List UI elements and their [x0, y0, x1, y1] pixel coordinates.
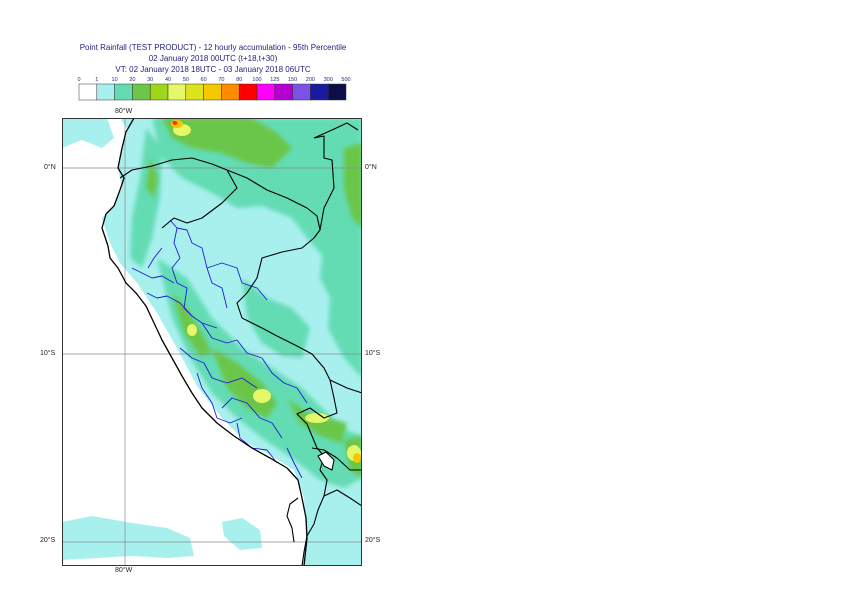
extreme-rain-patch [172, 121, 178, 125]
color-legend: 0 1 10 20 30 40 50 60 70 80 100 125 150 200 300 500 [77, 77, 351, 101]
validity-time: VT: 02 January 2018 18UTC - 03 January 2… [115, 65, 311, 74]
map-title: Point Rainfall (TEST PRODUCT) - 12 hourl… [79, 43, 347, 52]
country-border [311, 447, 362, 471]
mid-rain-area [152, 118, 362, 278]
mid-rain-area [320, 168, 362, 378]
regional-border [221, 397, 283, 439]
country-border [119, 157, 228, 179]
country-border [286, 497, 299, 543]
country-border [296, 379, 338, 437]
map-frame [62, 118, 362, 566]
legend-threshold-label: 30 [147, 77, 153, 83]
legend-swatch [274, 83, 293, 101]
left-lat-label-10s: 10°S [40, 350, 56, 357]
heavy-rain-patch [305, 413, 329, 423]
lake-titicaca [317, 451, 335, 471]
bottom-longitude-label: 80°W [115, 567, 133, 574]
regional-border [131, 267, 175, 284]
regional-border [286, 447, 303, 479]
regional-border [201, 322, 263, 359]
legend-threshold-label: 60 [201, 77, 207, 83]
base-time: 02 January 2018 00UTC (t+18,t+30) [148, 54, 278, 63]
ocean-light-patch [62, 516, 194, 560]
legend-swatch [292, 83, 311, 101]
country-border [323, 489, 362, 507]
right-lat-label-20s: 20°S [365, 537, 381, 544]
regional-border [176, 227, 228, 309]
mid-rain-area [157, 258, 362, 488]
regional-border [179, 347, 258, 389]
regional-border [206, 262, 268, 301]
heavy-rain-patch [253, 389, 271, 403]
legend-swatch [256, 83, 276, 101]
legend-threshold-label: 125 [270, 77, 279, 83]
country-border [226, 169, 321, 239]
legend-swatch [78, 83, 98, 101]
mid-rain-area [130, 128, 162, 268]
legend-swatch [238, 83, 258, 101]
right-lat-label-10s: 10°S [365, 350, 381, 357]
regional-border [147, 247, 163, 269]
legend-threshold-label: 200 [306, 77, 315, 83]
legend-swatch [185, 83, 204, 101]
left-lat-label-0: 0°N [44, 164, 56, 171]
legend-threshold-label: 50 [183, 77, 189, 83]
regional-border [196, 372, 243, 424]
legend-swatch [221, 83, 240, 101]
moderate-rain-area [162, 118, 292, 168]
country-border [161, 169, 238, 229]
legend-swatch [327, 83, 347, 101]
legend-swatch [203, 83, 222, 101]
country-border [301, 495, 325, 566]
legend-threshold-label: 70 [218, 77, 224, 83]
legend-threshold-label: 150 [288, 77, 297, 83]
moderate-rain-area [344, 143, 362, 228]
legend-swatch [114, 83, 133, 101]
mid-rain-area [242, 278, 310, 358]
regional-border [261, 357, 308, 404]
legend-threshold-label: 80 [236, 77, 242, 83]
country-border [329, 379, 362, 394]
legend-swatch [132, 83, 151, 101]
legend-threshold-label: 0 [77, 77, 80, 83]
country-border [313, 122, 359, 139]
legend-threshold-label: 10 [112, 77, 118, 83]
legend-swatch [167, 83, 187, 101]
left-lat-label-20s: 20°S [40, 537, 56, 544]
ocean-light-patch [62, 118, 114, 148]
heavy-rain-patch [187, 324, 197, 336]
legend-swatch [96, 83, 115, 101]
legend-threshold-label: 500 [341, 77, 350, 83]
legend-threshold-label: 40 [165, 77, 171, 83]
top-longitude-label: 80°W [115, 108, 133, 115]
legend-threshold-label: 100 [252, 77, 261, 83]
legend-swatch [149, 83, 169, 101]
very-heavy-rain-patch [353, 453, 361, 463]
country-border [236, 237, 315, 319]
coastline [101, 118, 308, 566]
legend-swatch [310, 83, 329, 101]
legend-threshold-label: 1 [95, 77, 98, 83]
right-lat-label-0: 0°N [365, 164, 377, 171]
country-border [313, 135, 335, 231]
legend-threshold-label: 20 [129, 77, 135, 83]
country-border [241, 317, 331, 381]
regional-border [169, 219, 193, 317]
legend-threshold-label: 300 [324, 77, 333, 83]
rainfall-map [62, 118, 362, 566]
